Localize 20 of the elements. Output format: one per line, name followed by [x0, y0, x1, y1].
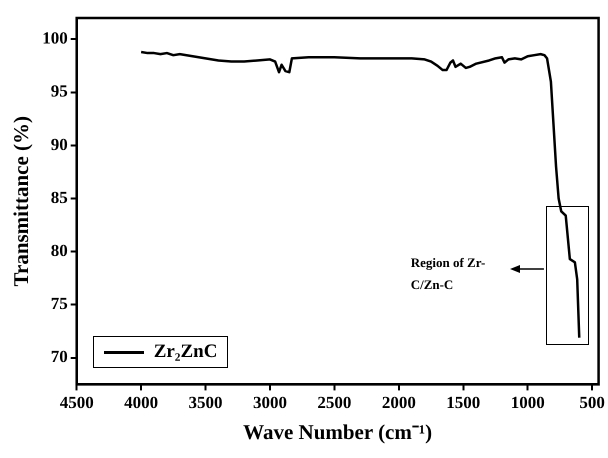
y-tick-label: 90: [50, 134, 68, 154]
x-tick-label: 2500: [317, 392, 352, 412]
x-tick-label: 500: [579, 392, 605, 412]
x-tick-label: 2000: [382, 392, 416, 412]
y-axis-title: Transmittance (%): [9, 116, 34, 286]
annotation: Region of Zr-C/Zn-C: [410, 254, 486, 294]
y-tick-label: 80: [50, 241, 68, 260]
x-tick-label: 1500: [446, 392, 480, 412]
y-tick-label: 100: [42, 28, 68, 48]
x-tick-label: 4000: [124, 392, 158, 412]
x-axis-title: Wave Number (cm⁻¹): [243, 420, 432, 444]
y-tick-label: 95: [50, 82, 68, 101]
y-tick-label: 75: [50, 294, 68, 314]
legend-label: Zr₂ZnC: [154, 341, 218, 364]
y-tick-label: 70: [50, 347, 68, 366]
x-tick-label: 4500: [60, 392, 94, 412]
y-tick-label: 85: [50, 188, 68, 207]
x-tick-label: 3500: [188, 392, 223, 412]
x-tick-label: 1000: [510, 392, 545, 412]
x-tick-label: 3000: [252, 392, 287, 412]
